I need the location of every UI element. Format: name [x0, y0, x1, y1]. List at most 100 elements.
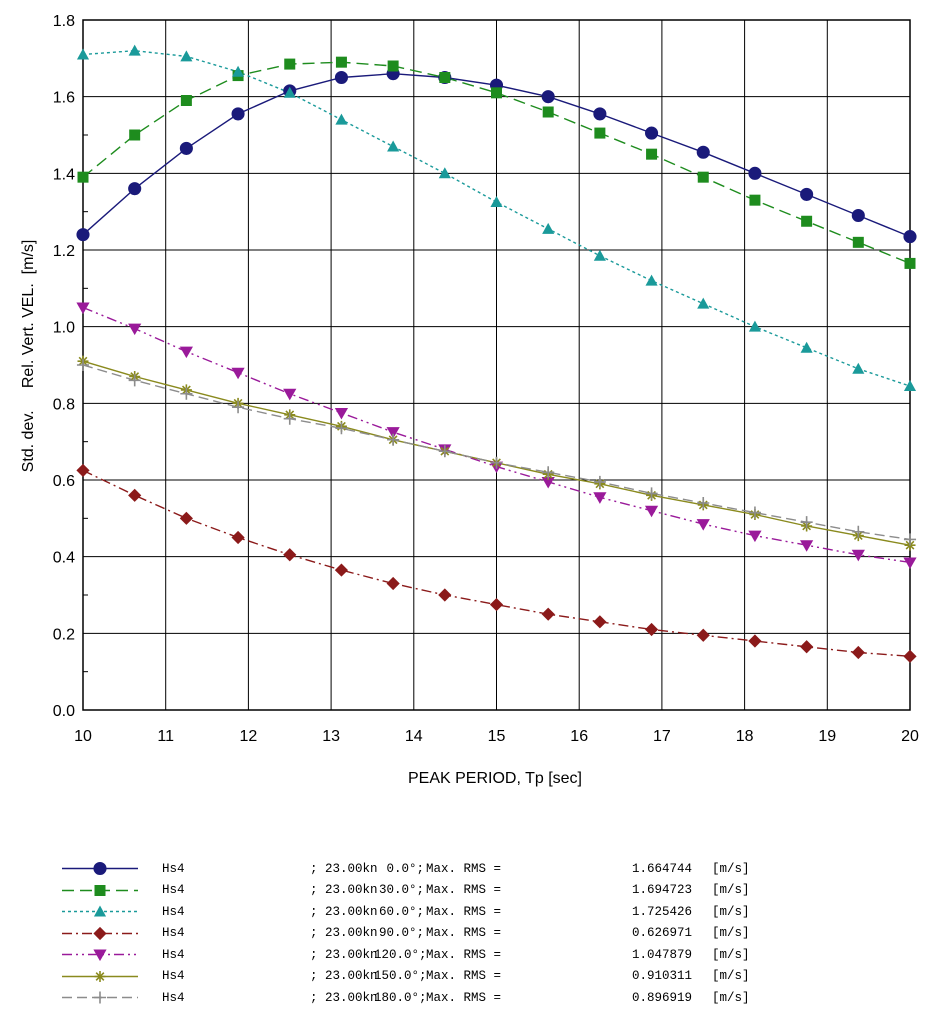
data-point-marker [180, 95, 192, 106]
data-point-marker [76, 302, 90, 315]
data-point-marker [593, 475, 606, 488]
data-point-marker [697, 496, 710, 510]
series-line [82, 469, 911, 657]
legend-series-name: Hs4 [162, 990, 185, 1005]
legend: Hs4; 23.00kn 0.0°; Max. RMS = 1.664744 [m/s]… [60, 858, 860, 1009]
data-point-marker [232, 401, 245, 414]
x-tick-label: 11 [157, 728, 174, 745]
data-point-marker [179, 511, 193, 525]
legend-series-name: Hs4 [162, 926, 185, 941]
legend-description: Max. RMS = [426, 926, 502, 941]
data-point-marker [541, 90, 555, 104]
series-line [82, 49, 911, 387]
x-tick-label: 13 [322, 728, 340, 745]
x-tick-label: 15 [488, 728, 506, 745]
data-point-marker [387, 60, 399, 72]
x-tick-labels: 10 11 12 13 14 15 16 17 18 19 20 [74, 728, 919, 745]
data-point-marker [645, 274, 658, 286]
data-point-marker [593, 615, 607, 629]
legend-speed: ; 23.00kn [310, 990, 378, 1005]
legend-heading: 150.0°; [374, 969, 427, 984]
legend-speed: ; 23.00kn [310, 861, 378, 876]
y-tick-label: 0.4 [53, 550, 75, 567]
x-tick-label: 17 [653, 728, 671, 745]
y-tick-label: 0.8 [53, 396, 75, 413]
data-point-marker [748, 634, 762, 648]
data-point-marker [593, 107, 607, 121]
legend-description: Max. RMS = [426, 969, 502, 984]
legend-max-rms-value: 1.047879 [631, 947, 692, 962]
legend-description: Max. RMS = [426, 883, 502, 898]
data-point-marker [128, 44, 141, 56]
data-point-marker [852, 525, 865, 538]
data-point-marker [128, 182, 142, 196]
legend-description: Max. RMS = [426, 861, 502, 876]
data-point-marker [387, 140, 400, 152]
data-point-marker [696, 145, 710, 159]
data-point-marker [748, 320, 761, 332]
data-point-marker [696, 519, 710, 531]
legend-unit: [m/s] [712, 947, 750, 962]
series-line [82, 61, 911, 265]
legend-series-name: Hs4 [162, 904, 185, 919]
legend-heading: 60.0°; [378, 904, 424, 919]
data-point-marker [903, 230, 917, 244]
data-point-marker [232, 65, 245, 77]
x-tick-label: 12 [240, 728, 258, 745]
data-point-marker [851, 549, 865, 562]
legend-entry: Hs4 ; 23.00kn 60.0°; Max. RMS = 1.725426 [m/s… [60, 901, 860, 923]
data-point-marker [231, 367, 245, 380]
legend-unit: [m/s] [712, 926, 750, 941]
x-tick-label: 10 [74, 728, 92, 745]
legend-description: Max. RMS = [426, 904, 502, 919]
y-tick-label: 1.8 [53, 13, 75, 30]
data-point-marker [748, 530, 762, 543]
legend-description: Max. RMS = [426, 990, 502, 1005]
legend-swatch [62, 884, 138, 896]
x-tick-label: 14 [405, 728, 423, 745]
legend-description: Max. RMS = [426, 947, 502, 962]
data-point-marker [541, 476, 555, 489]
data-point-marker [77, 171, 89, 183]
legend-swatch [62, 949, 138, 962]
data-point-marker [438, 167, 451, 179]
legend-max-rms-value: 0.896919 [631, 990, 692, 1005]
data-point-marker [283, 388, 297, 401]
data-point-marker [438, 588, 452, 602]
legend-series-name: Hs4 [162, 883, 185, 898]
legend-max-rms-value: 1.725426 [631, 904, 692, 919]
y-tick-label: 1.0 [53, 320, 75, 337]
legend-series-name: Hs4 [162, 969, 185, 984]
y-tick-label: 0.2 [53, 626, 75, 643]
series-markers [76, 44, 917, 663]
legend-unit: [m/s] [712, 969, 750, 984]
legend-max-rms-value: 0.626971 [631, 926, 692, 941]
data-point-marker [386, 427, 400, 439]
legend-unit: [m/s] [712, 990, 750, 1005]
data-point-marker [438, 445, 451, 458]
legend-entry: Hs4 ; 23.00kn 150.0°; Max. RMS = 0.910311 [m/… [60, 966, 860, 988]
legend-entry: Hs4 ; 23.00kn 120.0°; Max. RMS = 1.047879 [m/… [60, 944, 860, 966]
legend-speed: ; 23.00kn [310, 904, 378, 919]
legend-entry: Hs4 ; 23.00kn 180.0°; Max. RMS = 0.896919 [m/… [60, 987, 860, 1009]
data-point-marker [903, 380, 917, 392]
legend-speed: ; 23.00kn [310, 969, 378, 984]
legend-unit: [m/s] [712, 904, 750, 919]
x-tick-label: 18 [736, 728, 754, 745]
data-point-marker [904, 257, 916, 269]
legend-heading: 120.0°; [374, 947, 427, 962]
data-point-marker [903, 649, 917, 663]
data-point-marker [387, 433, 400, 446]
y-tick-label: 1.6 [53, 90, 75, 107]
data-point-marker [593, 492, 607, 504]
data-point-marker [851, 208, 865, 223]
data-point-marker [439, 72, 451, 83]
legend-swatch [62, 991, 138, 1004]
y-tick-label: 0.6 [53, 473, 75, 490]
data-point-marker [851, 645, 865, 660]
data-point-marker [179, 346, 193, 359]
data-point-marker [335, 422, 348, 435]
data-point-marker [541, 607, 555, 621]
data-point-marker [231, 107, 245, 121]
x-tick-label: 16 [570, 728, 588, 745]
